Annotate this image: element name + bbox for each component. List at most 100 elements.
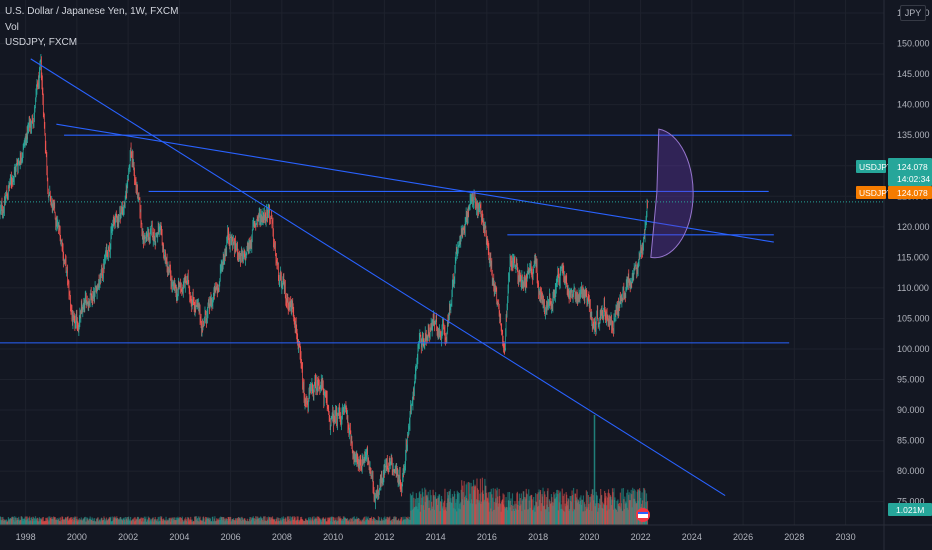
volume-bar [562,495,564,525]
last-price-value: 124.078 [897,188,928,198]
volume-bar [563,493,565,525]
last-price-tag: 124.078 [888,186,932,199]
time-axis[interactable]: 1998 2000 2002 2004 2006 2008 2010 2012 2014 2016… [16,532,856,542]
volume-bar [590,493,592,525]
volume-bar [419,491,421,525]
volume-bar [30,517,33,525]
time-tick-label: 2004 [169,532,189,542]
volume-tag: 1.021M [888,503,932,516]
volume-bar [76,516,78,525]
volume-bar [412,491,414,525]
volume-bar [539,489,542,525]
chart-title: U.S. Dollar / Japanese Yen, 1W, FXCM [5,6,179,17]
volume-legend-label: Vol [5,22,19,33]
symbol-tag-text: USDJPY [859,162,893,172]
time-tick-label: 2000 [67,532,87,542]
volume-bar [571,495,574,525]
volume-bar [492,488,494,525]
volume-bar [489,491,491,525]
drawing-layer[interactable] [0,58,792,497]
price-tag: 124.078 14:02:34 [888,158,932,186]
time-tick-label: 2020 [579,532,599,542]
price-tick-label: 90.000 [897,405,925,415]
volume-bar [351,517,353,525]
time-tick-label: 2006 [221,532,241,542]
volume-bar [157,517,159,525]
volume-bar [520,493,522,525]
volume-bar [142,517,144,525]
last-price-symbol-tag: USDJPY [856,186,893,199]
volume-bar [289,516,291,525]
price-tick-label: 80.000 [897,466,925,476]
volume-bar [230,516,232,525]
volume-bar [582,495,585,525]
volume-bar [276,517,278,525]
time-tick-label: 2014 [426,532,446,542]
volume-bar [409,493,412,525]
volume-bar [444,488,446,525]
volume-bar [28,516,31,525]
volume-bar [145,516,147,525]
volume-bar [585,490,587,525]
volume-bar [621,488,623,525]
volume-bar [97,517,99,525]
volume-bar [103,518,106,525]
time-tick-label: 2030 [836,532,856,542]
volume-bar [179,517,181,525]
volume-bar [169,517,171,525]
volume-bar [612,492,614,525]
time-tick-label: 2022 [631,532,651,542]
time-tick-label: 2026 [733,532,753,542]
countdown-text: 14:02:34 [897,174,930,184]
volume-bar [325,517,327,525]
volume-bar [148,517,150,525]
currency-button[interactable]: JPY [900,5,926,21]
volume-bar [214,516,216,525]
volume-bar [13,516,15,525]
volume-bar [140,517,142,525]
volume-bar [84,516,86,525]
volume-bar [479,478,482,525]
volume-bars [0,415,649,525]
price-tick-label: 85.000 [897,436,925,446]
price-tick-label: 135.000 [897,130,930,140]
volume-bar [188,517,190,525]
volume-bar [41,517,43,525]
volume-bar [561,488,563,525]
price-tick-label: 100.000 [897,344,930,354]
volume-bar [197,516,200,525]
price-tick-label: 145.000 [897,69,930,79]
volume-bar [547,488,549,525]
price-tick-label: 95.000 [897,375,925,385]
price-tick-label: 115.000 [897,252,929,262]
price-tag-value-upper: 124.078 [897,162,928,172]
volume-bar [594,415,596,525]
time-tick-label: 2010 [323,532,343,542]
volume-bar [152,517,154,525]
volume-bar [596,495,598,525]
volume-bar [165,516,167,525]
volume-bar [491,494,493,525]
flag-icon[interactable] [636,508,650,522]
volume-bar [249,517,251,525]
price-tick-label: 120.000 [897,222,930,232]
volume-bar [110,516,112,525]
volume-bar [316,516,318,525]
time-tick-label: 2024 [682,532,702,542]
volume-bar [203,518,205,525]
volume-bar [329,516,331,525]
volume-bar [370,516,373,525]
price-tick-label: 150.000 [897,39,930,49]
volume-tag-value: 1.021M [896,505,924,515]
volume-bar [133,517,135,525]
volume-bar [42,516,44,525]
volume-bar [288,516,290,525]
volume-bar [212,516,214,525]
volume-bar [352,516,354,525]
volume-bar [438,494,441,525]
volume-bar [27,517,29,525]
volume-bar [389,516,391,525]
volume-bar [60,517,62,525]
volume-bar [557,494,559,525]
